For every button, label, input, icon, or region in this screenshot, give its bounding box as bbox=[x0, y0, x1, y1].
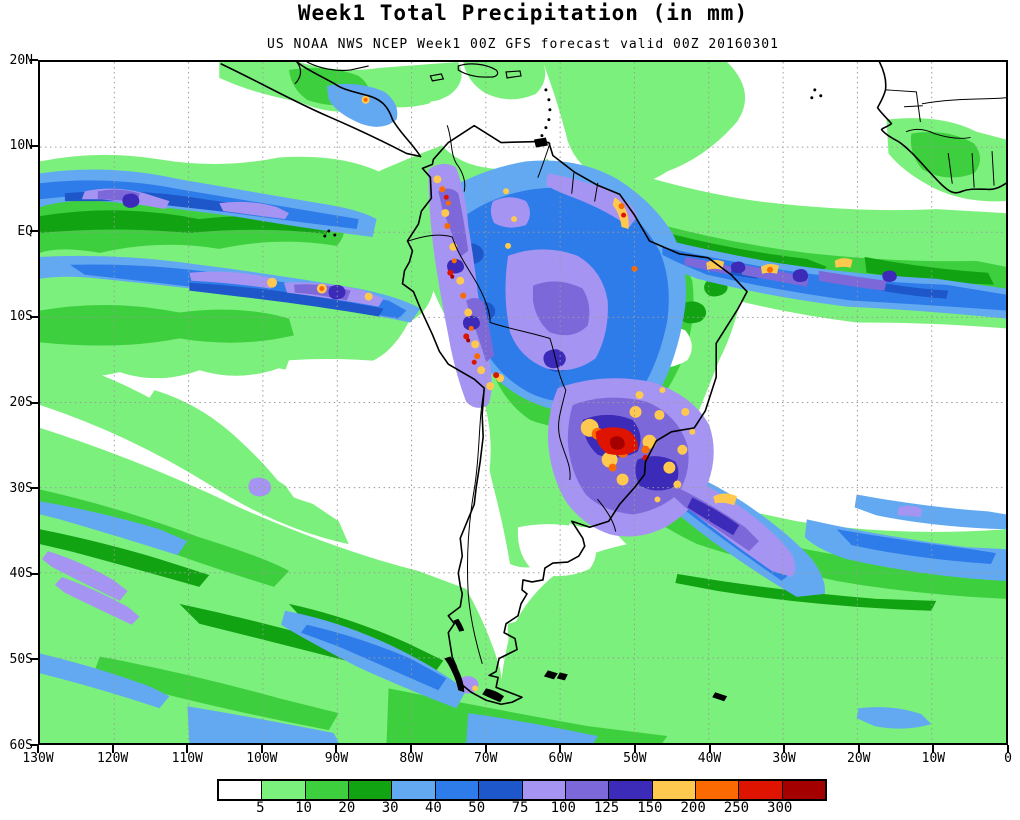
lat-tick-label: 10N bbox=[9, 138, 33, 154]
lat-tick bbox=[30, 572, 38, 575]
lon-tick bbox=[410, 745, 413, 753]
lon-tick-label: 80W bbox=[399, 751, 423, 766]
lat-tick-label: 30S bbox=[9, 480, 33, 496]
precip-dark-red bbox=[450, 274, 625, 450]
lon-tick bbox=[260, 745, 263, 753]
lat-tick bbox=[30, 658, 38, 661]
lon-tick-label: 40W bbox=[697, 751, 722, 766]
lon-tick-label: 130W bbox=[22, 751, 54, 766]
south-america-coast bbox=[401, 124, 748, 706]
color-scale-label: 5 bbox=[256, 800, 265, 816]
lon-tick-label: 0 bbox=[1004, 751, 1012, 766]
lat-tick-label: 40S bbox=[9, 566, 33, 582]
lat-tick bbox=[30, 230, 38, 233]
lon-tick-label: 10W bbox=[921, 751, 946, 766]
central-america-coast bbox=[220, 63, 422, 158]
lon-tick-label: 110W bbox=[171, 751, 203, 766]
color-scale-label: 200 bbox=[680, 800, 706, 816]
lat-tick bbox=[30, 144, 38, 147]
lon-tick bbox=[484, 745, 487, 753]
africa-coast bbox=[876, 62, 1006, 194]
color-scale-label: 40 bbox=[424, 800, 442, 816]
color-scale-label: 30 bbox=[381, 800, 399, 816]
precip-orange bbox=[319, 97, 773, 472]
color-scale-segment bbox=[348, 781, 392, 799]
color-scale-segment bbox=[738, 781, 782, 799]
color-scale-segment bbox=[434, 781, 479, 799]
lat-tick bbox=[30, 401, 38, 404]
color-scale-segment bbox=[219, 781, 262, 799]
yucatan-coast bbox=[294, 62, 302, 85]
lon-tick-label: 20W bbox=[847, 751, 871, 766]
lon-tick-label: 70W bbox=[473, 751, 498, 766]
lon-tick-label: 50W bbox=[623, 751, 647, 766]
lon-tick-label: 100W bbox=[246, 751, 278, 766]
color-scale-label: 20 bbox=[338, 800, 356, 816]
page-subtitle: US NOAA NWS NCEP Week1 00Z GFS forecast … bbox=[267, 37, 779, 52]
color-scale-label: 150 bbox=[637, 800, 663, 816]
color-scale-segment bbox=[608, 781, 652, 799]
lat-tick-label: 20N bbox=[9, 52, 33, 68]
color-scale-label: 100 bbox=[550, 800, 576, 816]
precip-red bbox=[443, 194, 649, 461]
color-scale-label: 300 bbox=[767, 800, 793, 816]
precip-orange-yellow bbox=[267, 95, 853, 692]
lon-tick bbox=[559, 745, 562, 753]
lat-tick-label: 50S bbox=[9, 651, 33, 667]
puerto-rico-outline bbox=[505, 70, 522, 79]
color-scale-segment bbox=[564, 781, 609, 799]
color-scale-segment bbox=[651, 781, 695, 799]
lat-tick bbox=[30, 59, 38, 61]
graticule bbox=[40, 62, 1006, 743]
color-scale-label: 50 bbox=[468, 800, 486, 816]
small-islands bbox=[323, 88, 823, 703]
color-scale-segment bbox=[781, 781, 826, 799]
color-scale-bar bbox=[217, 779, 827, 801]
lon-tick bbox=[857, 745, 860, 753]
color-scale-label: 250 bbox=[723, 800, 750, 816]
color-scale-segment bbox=[304, 781, 349, 799]
south-america-borders bbox=[407, 125, 617, 664]
central-america-caribbean bbox=[296, 62, 422, 158]
lon-tick bbox=[708, 745, 711, 753]
lat-tick bbox=[30, 744, 38, 746]
lon-tick bbox=[37, 745, 39, 753]
cuba-coast bbox=[306, 62, 369, 72]
lon-tick bbox=[335, 745, 338, 753]
lat-tick-label: 10S bbox=[9, 309, 33, 325]
hispaniola-outline bbox=[457, 63, 499, 78]
color-scale-label: 125 bbox=[593, 800, 620, 816]
color-scale-label: 10 bbox=[295, 800, 312, 816]
lon-tick bbox=[111, 745, 114, 753]
africa-borders bbox=[885, 89, 1006, 188]
map-frame bbox=[38, 60, 1008, 745]
lon-tick-label: 120W bbox=[96, 751, 129, 766]
color-scale-segment bbox=[261, 781, 305, 799]
map-art bbox=[40, 62, 1006, 743]
page-title: Week1 Total Precipitation (in mm) bbox=[297, 1, 749, 25]
lon-tick-label: 30W bbox=[772, 751, 796, 766]
color-scale-segment bbox=[694, 781, 739, 799]
color-scale-segment bbox=[391, 781, 435, 799]
jamaica-outline bbox=[429, 73, 445, 82]
lat-tick bbox=[30, 315, 38, 318]
lon-tick bbox=[633, 745, 636, 753]
color-scale-segment bbox=[521, 781, 565, 799]
lat-tick-label: 20S bbox=[9, 395, 33, 410]
lat-tick-label: 60S bbox=[9, 737, 33, 753]
color-scale-label: 75 bbox=[511, 800, 529, 816]
lat-tick-label: EQ bbox=[17, 223, 33, 239]
lon-tick-label: 60W bbox=[548, 751, 573, 766]
lon-tick-label: 90W bbox=[324, 751, 349, 766]
lon-tick bbox=[783, 745, 786, 753]
color-scale-segment bbox=[478, 781, 522, 799]
lon-tick bbox=[1006, 745, 1009, 753]
lon-tick bbox=[186, 745, 189, 753]
lon-tick bbox=[932, 745, 935, 753]
lat-tick bbox=[30, 487, 38, 490]
coastlines bbox=[220, 62, 1006, 706]
